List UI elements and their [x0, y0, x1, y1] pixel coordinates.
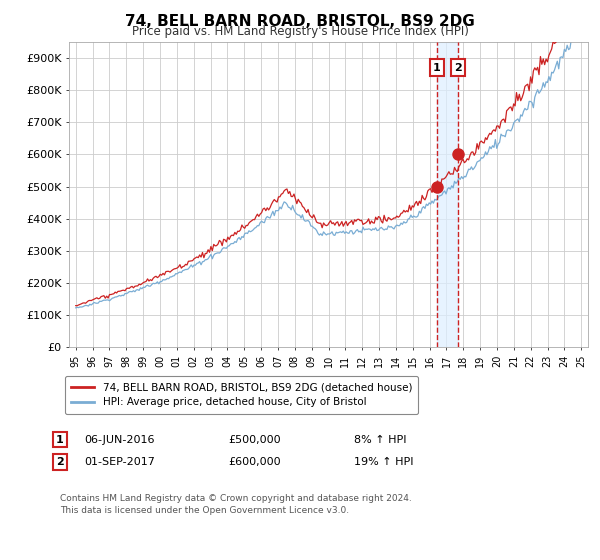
- Text: 06-JUN-2016: 06-JUN-2016: [84, 435, 155, 445]
- Text: £500,000: £500,000: [228, 435, 281, 445]
- Text: Price paid vs. HM Land Registry's House Price Index (HPI): Price paid vs. HM Land Registry's House …: [131, 25, 469, 38]
- Text: 1: 1: [433, 63, 441, 73]
- Text: 1: 1: [56, 435, 64, 445]
- Text: 2: 2: [454, 63, 461, 73]
- Bar: [437, 42, 458, 347]
- Text: 01-SEP-2017: 01-SEP-2017: [84, 457, 155, 467]
- Text: 2: 2: [56, 457, 64, 467]
- Text: £600,000: £600,000: [228, 457, 281, 467]
- Text: Contains HM Land Registry data © Crown copyright and database right 2024.
This d: Contains HM Land Registry data © Crown c…: [60, 494, 412, 515]
- Text: 8% ↑ HPI: 8% ↑ HPI: [354, 435, 407, 445]
- Text: 74, BELL BARN ROAD, BRISTOL, BS9 2DG: 74, BELL BARN ROAD, BRISTOL, BS9 2DG: [125, 14, 475, 29]
- Legend: 74, BELL BARN ROAD, BRISTOL, BS9 2DG (detached house), HPI: Average price, detac: 74, BELL BARN ROAD, BRISTOL, BS9 2DG (de…: [65, 376, 418, 414]
- Text: 19% ↑ HPI: 19% ↑ HPI: [354, 457, 413, 467]
